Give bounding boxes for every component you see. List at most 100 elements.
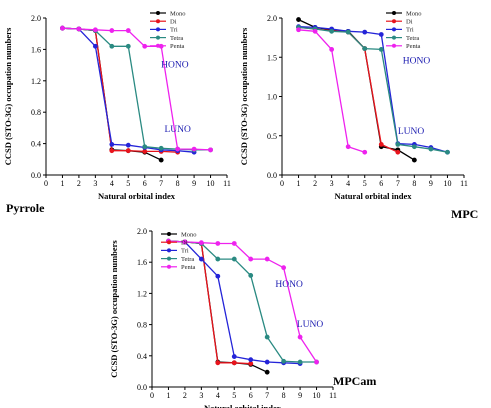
x-tick-label: 8 xyxy=(412,179,416,188)
data-point xyxy=(231,354,237,359)
legend-label: Di xyxy=(406,19,413,26)
x-tick-label: 4 xyxy=(346,179,350,188)
series-di xyxy=(296,25,401,155)
y-tick-label: 0.5 xyxy=(267,132,277,141)
data-point xyxy=(92,27,98,33)
annotation-hono: HONO xyxy=(403,57,431,67)
data-point xyxy=(158,145,164,151)
x-tick-label: 5 xyxy=(232,391,236,400)
data-point xyxy=(329,28,335,34)
data-point xyxy=(329,47,335,52)
data-point xyxy=(264,334,270,340)
series-penta xyxy=(166,238,319,365)
y-tick-label: 1.2 xyxy=(137,289,147,298)
y-tick-label: 0.4 xyxy=(137,352,147,361)
data-point xyxy=(109,141,115,147)
legend-label: Tetra xyxy=(406,35,419,42)
x-tick-label: 5 xyxy=(363,179,367,188)
x-tick-label: 9 xyxy=(192,179,196,188)
series-tri xyxy=(296,24,450,155)
data-point xyxy=(142,43,148,49)
data-point xyxy=(264,369,270,375)
legend-marker xyxy=(392,11,396,15)
data-point xyxy=(215,273,221,279)
x-tick-label: 7 xyxy=(396,179,400,188)
y-tick-label: 2.0 xyxy=(267,14,277,23)
y-tick-label: 1.6 xyxy=(31,45,41,54)
x-tick-label: 1 xyxy=(297,179,301,188)
data-point xyxy=(345,29,351,35)
y-tick-label: 0.8 xyxy=(137,321,147,330)
x-tick-label: 9 xyxy=(298,391,302,400)
data-point xyxy=(92,43,98,49)
data-point xyxy=(142,149,148,154)
data-point xyxy=(281,265,287,271)
x-tick-label: 3 xyxy=(330,179,334,188)
chart-panel-pyrrole: 0 1 2 3 4 5 6 7 8 9 10 11 0.0 0.4 0.8 1.2 1.6 2.0 Natural … xyxy=(3,10,231,215)
data-point xyxy=(142,144,148,150)
data-point xyxy=(312,28,318,34)
data-point xyxy=(208,147,213,153)
y-tick-label: 2.0 xyxy=(31,14,41,23)
data-point xyxy=(395,141,401,147)
annotation-luno: LUNO xyxy=(398,127,425,137)
series-mono xyxy=(296,17,417,163)
x-tick-label: 4 xyxy=(216,391,220,400)
x-tick-label: 0 xyxy=(44,179,48,188)
data-point xyxy=(378,32,384,37)
data-point xyxy=(411,157,417,163)
x-tick-label: 7 xyxy=(159,179,163,188)
series-line xyxy=(298,25,448,153)
legend-marker xyxy=(392,19,396,24)
x-tick-label: 7 xyxy=(265,391,269,400)
legend-marker xyxy=(156,11,160,15)
data-point xyxy=(362,29,368,35)
legend-marker xyxy=(167,232,171,236)
legend-label: Tetra xyxy=(170,35,183,42)
x-tick-label: 6 xyxy=(143,179,147,188)
x-tick-label: 11 xyxy=(223,179,231,188)
data-point xyxy=(109,43,115,49)
y-axis-label: CCSD (STO-3G) occupation numbers xyxy=(3,27,13,165)
data-point xyxy=(109,28,115,33)
y-tick-label: 0.0 xyxy=(267,171,277,180)
y-axis-label: CCSD (STO-3G) occupation numbers xyxy=(239,27,249,165)
x-tick-label: 11 xyxy=(329,391,337,400)
data-point xyxy=(125,43,131,49)
x-tick-label: 10 xyxy=(313,391,321,400)
panel-label: MPCam xyxy=(333,374,376,388)
data-point xyxy=(125,142,131,148)
legend-marker xyxy=(167,248,171,253)
data-point xyxy=(281,358,287,364)
y-tick-label: 0.8 xyxy=(31,108,41,117)
legend-marker xyxy=(156,19,160,24)
data-point xyxy=(296,17,301,22)
data-point xyxy=(248,256,254,262)
data-point xyxy=(248,273,254,278)
data-point xyxy=(231,360,237,366)
data-point xyxy=(378,47,384,52)
data-point xyxy=(345,144,351,150)
panel-label: Pyrrole xyxy=(6,201,45,215)
data-point xyxy=(248,357,254,363)
data-point xyxy=(428,146,434,152)
x-tick-label: 2 xyxy=(183,391,187,400)
legend-marker xyxy=(392,35,396,40)
data-point xyxy=(198,240,204,246)
chart-panel-mpc: 0 1 2 3 4 5 6 7 8 9 10 11 0.0 0.5 1.0 1.5 2.0 Natural orb… xyxy=(239,10,478,221)
x-tick-label: 0 xyxy=(150,391,154,400)
data-point xyxy=(296,27,301,33)
series-line xyxy=(62,27,211,151)
data-point xyxy=(248,361,254,366)
data-point xyxy=(231,256,237,262)
data-point xyxy=(297,359,303,365)
legend-marker xyxy=(167,256,171,261)
data-point xyxy=(191,146,197,152)
y-tick-label: 1.0 xyxy=(267,93,277,102)
x-tick-label: 10 xyxy=(443,179,451,188)
data-point xyxy=(125,28,131,33)
x-tick-label: 8 xyxy=(282,391,286,400)
legend-label: Mono xyxy=(406,10,422,17)
y-axis-label: CCSD (STO-3G) occupation numbers xyxy=(109,240,119,378)
